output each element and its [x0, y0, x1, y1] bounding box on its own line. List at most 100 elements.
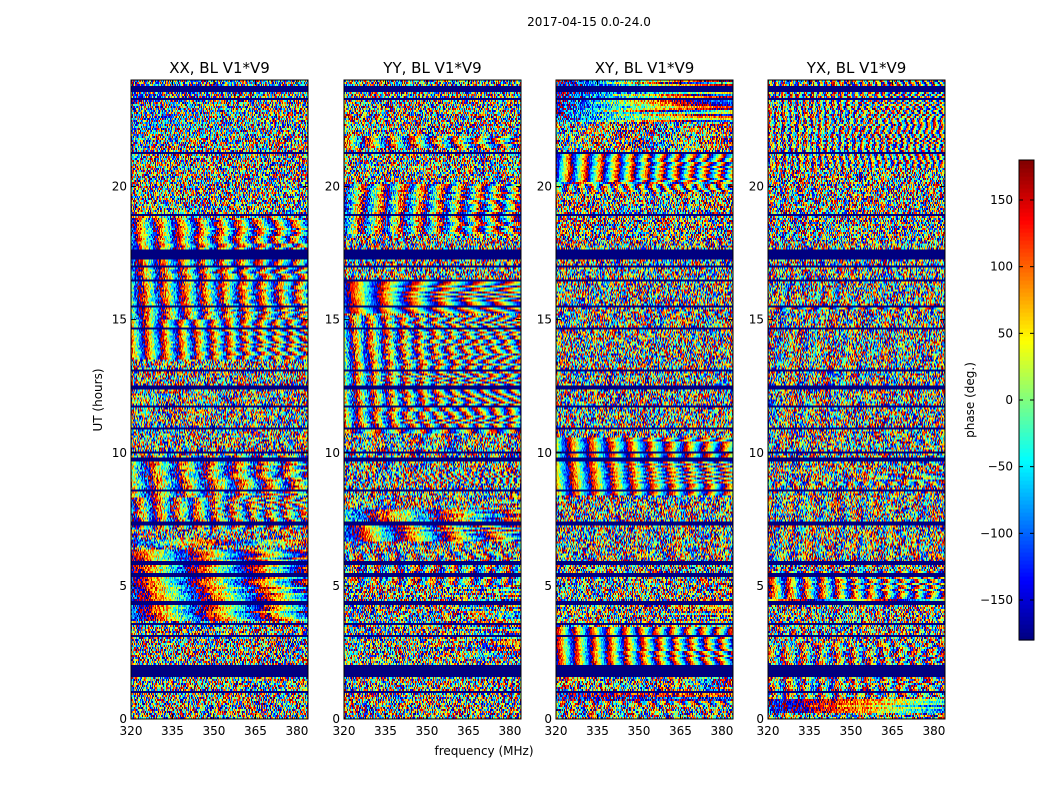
colorbar-swatch — [1019, 372, 1034, 377]
colorbar-swatch — [1019, 548, 1034, 553]
colorbar-swatch — [1019, 308, 1034, 313]
colorbar-swatch — [1019, 432, 1034, 437]
panel-title-0: XX, BL V1*V9 — [169, 59, 270, 77]
x-tick-label: 350 — [840, 724, 863, 738]
panel-3: YX, BL V1*V9 320 335 350 365 380 0 5 10 15 20 — [749, 59, 946, 738]
colorbar-tick-label: −50 — [988, 460, 1013, 474]
colorbar-swatch — [1019, 364, 1034, 369]
panel-frame-0 — [130, 79, 309, 720]
panel-title-2: XY, BL V1*V9 — [595, 59, 695, 77]
colorbar-swatch — [1019, 536, 1034, 541]
colorbar-swatch — [1019, 420, 1034, 425]
colorbar-swatch — [1019, 388, 1034, 393]
colorbar-swatch — [1019, 400, 1034, 405]
y-tick-label: 5 — [119, 579, 127, 593]
colorbar-swatch — [1019, 580, 1034, 585]
panel-1: YY, BL V1*V9 320 335 350 365 380 0 5 10 15 20 — [325, 59, 522, 738]
colorbar-swatch — [1019, 524, 1034, 529]
colorbar-swatch — [1019, 160, 1034, 165]
colorbar-swatch — [1019, 512, 1034, 517]
colorbar-swatch — [1019, 440, 1034, 445]
colorbar-swatch — [1019, 544, 1034, 549]
colorbar-swatch — [1019, 504, 1034, 509]
x-tick-label: 320 — [333, 724, 356, 738]
colorbar-swatch — [1019, 576, 1034, 581]
colorbar-swatch — [1019, 612, 1034, 617]
y-tick-label: 20 — [749, 180, 764, 194]
colorbar-tick-label: 50 — [998, 326, 1013, 340]
colorbar-swatch — [1019, 188, 1034, 193]
colorbar-swatch — [1019, 292, 1034, 297]
colorbar-swatch — [1019, 296, 1034, 301]
colorbar-swatch — [1019, 560, 1034, 565]
colorbar-swatch — [1019, 468, 1034, 473]
y-tick-label: 10 — [325, 446, 340, 460]
colorbar-swatch — [1019, 376, 1034, 381]
panel-heatmap-2 — [556, 80, 733, 719]
colorbar-swatch — [1019, 232, 1034, 237]
colorbar-swatch — [1019, 224, 1034, 229]
colorbar-swatch — [1019, 476, 1034, 481]
colorbar-swatch — [1019, 332, 1034, 337]
colorbar-swatch — [1019, 632, 1034, 637]
x-tick-label: 335 — [374, 724, 397, 738]
colorbar-swatch — [1019, 412, 1034, 417]
x-tick-label: 365 — [669, 724, 692, 738]
y-tick-label: 10 — [537, 446, 552, 460]
colorbar-swatch — [1019, 488, 1034, 493]
colorbar-swatch — [1019, 404, 1034, 409]
colorbar-swatch — [1019, 336, 1034, 341]
colorbar-swatch — [1019, 444, 1034, 449]
colorbar-swatch — [1019, 532, 1034, 537]
colorbar-swatch — [1019, 328, 1034, 333]
x-tick-label: 380 — [498, 724, 521, 738]
colorbar-swatch — [1019, 280, 1034, 285]
colorbar-swatch — [1019, 564, 1034, 569]
colorbar-swatch — [1019, 596, 1034, 601]
colorbar-swatch — [1019, 212, 1034, 217]
colorbar-swatch — [1019, 248, 1034, 253]
colorbar-swatch — [1019, 300, 1034, 305]
x-tick-label: 320 — [757, 724, 780, 738]
colorbar-swatch — [1019, 360, 1034, 365]
x-tick-label: 335 — [161, 724, 184, 738]
x-tick-label: 380 — [922, 724, 945, 738]
panel-0: XX, BL V1*V9 320 335 350 365 380 0 5 10 15 20 — [112, 59, 309, 738]
y-tick-label: 0 — [544, 712, 552, 726]
colorbar-swatch — [1019, 480, 1034, 485]
colorbar-swatch — [1019, 424, 1034, 429]
colorbar-swatch — [1019, 172, 1034, 177]
colorbar-swatch — [1019, 272, 1034, 277]
colorbar-swatch — [1019, 236, 1034, 241]
panel-heatmap-0 — [131, 80, 308, 719]
x-tick-label: 350 — [203, 724, 226, 738]
colorbar-swatch — [1019, 436, 1034, 441]
colorbar-swatch — [1019, 324, 1034, 329]
colorbar-swatch — [1019, 340, 1034, 345]
colorbar-swatch — [1019, 616, 1034, 621]
colorbar-tick-label: 0 — [1005, 393, 1013, 407]
colorbar-swatch — [1019, 592, 1034, 597]
colorbar-swatch — [1019, 540, 1034, 545]
colorbar-tick-label: −100 — [980, 526, 1013, 540]
colorbar-swatch — [1019, 448, 1034, 453]
colorbar-swatch — [1019, 628, 1034, 633]
y-tick-label: 15 — [537, 313, 552, 327]
colorbar-swatch — [1019, 176, 1034, 181]
colorbar-swatch — [1019, 344, 1034, 349]
colorbar-swatch — [1019, 304, 1034, 309]
colorbar-swatch — [1019, 208, 1034, 213]
chart-suptitle: 2017-04-15 0.0-24.0 — [527, 15, 651, 29]
colorbar-swatch — [1019, 192, 1034, 197]
y-tick-label: 20 — [325, 180, 340, 194]
colorbar-swatch — [1019, 396, 1034, 401]
y-tick-label: 5 — [332, 579, 340, 593]
y-tick-label: 10 — [112, 446, 127, 460]
colorbar-swatch — [1019, 464, 1034, 469]
colorbar-swatch — [1019, 348, 1034, 353]
panel-frame-2 — [555, 79, 734, 720]
y-axis-label: UT (hours) — [91, 368, 105, 431]
colorbar-swatch — [1019, 408, 1034, 413]
